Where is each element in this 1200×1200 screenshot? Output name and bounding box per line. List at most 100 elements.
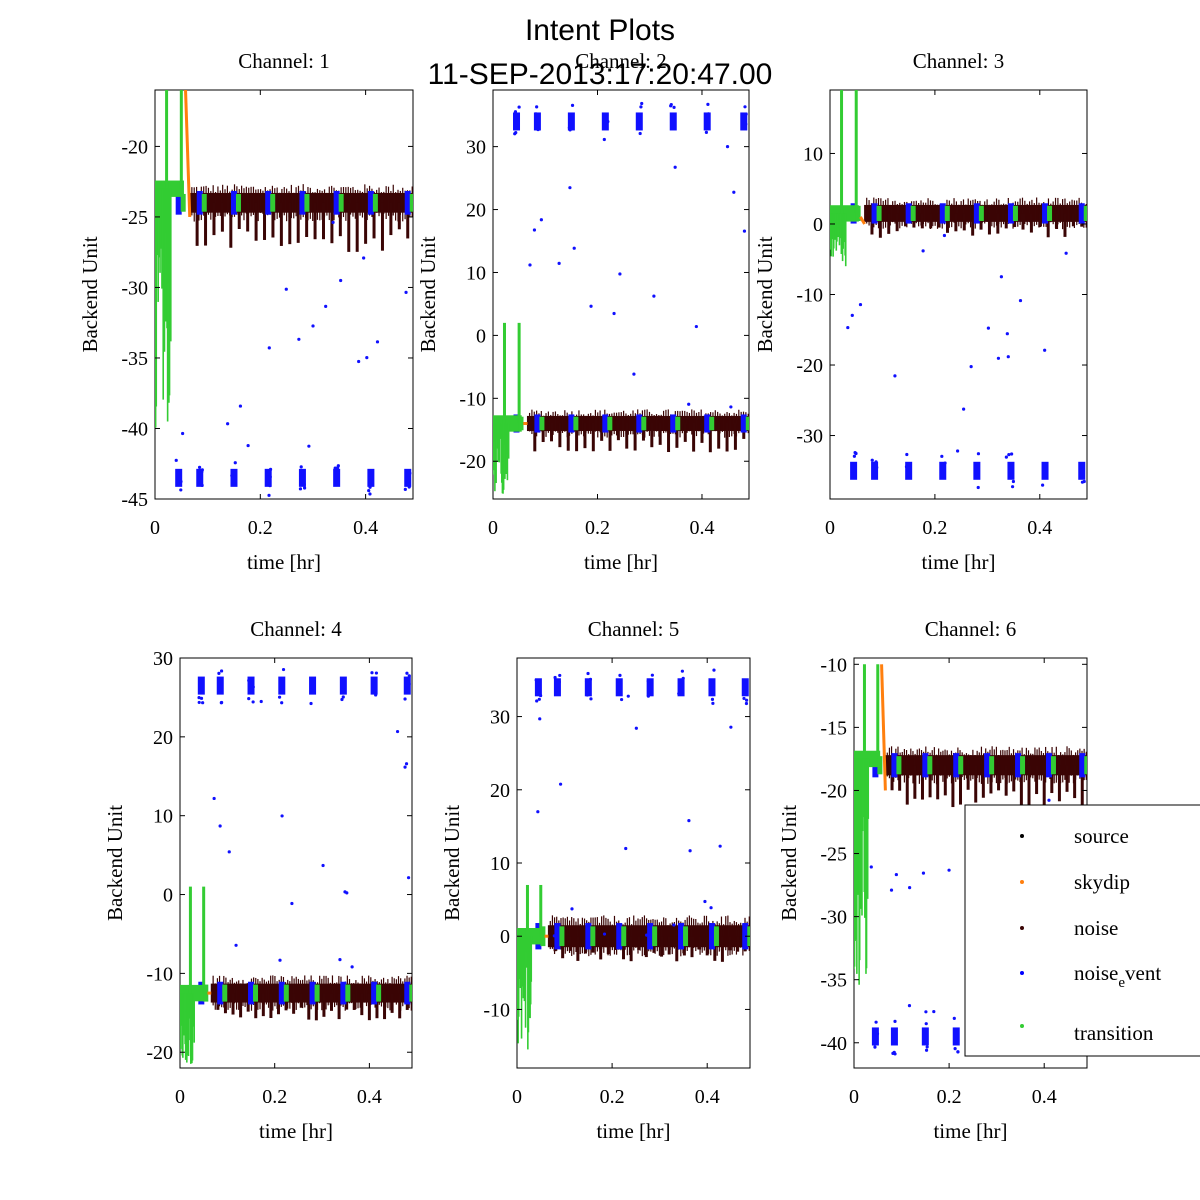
noise-event-outlier xyxy=(557,261,561,265)
noise-event-point xyxy=(874,460,878,464)
noise-event-outlier xyxy=(558,782,563,786)
noise-event-point xyxy=(606,119,610,124)
noise-event-outlier xyxy=(996,356,1001,360)
noise-event-cluster xyxy=(196,468,204,487)
noise-event-point xyxy=(534,678,538,682)
noise-event-outlier xyxy=(338,958,342,962)
channel-5-plot: 0 0.2 0.4 30 20 10 0 -10 Channel: 5 time [hr] Back… xyxy=(440,617,751,1143)
noise-event-cluster xyxy=(533,112,541,131)
noise-event-point xyxy=(368,485,372,489)
channel-6-xtick-label: 0 xyxy=(849,1086,859,1108)
noise-event-point xyxy=(535,116,539,120)
noise-event-cluster xyxy=(952,1027,960,1046)
channel-1-plot: 0 0.2 0.4 -20 -25 -30 -35 -40 -45 Channel: 1 time … xyxy=(78,49,414,574)
channel-3-data xyxy=(830,90,1087,490)
noise-event-point xyxy=(268,475,272,479)
noise-event-point xyxy=(892,1050,896,1054)
noise-event-point xyxy=(975,473,980,477)
transition-marker xyxy=(235,193,241,212)
noise-event-point xyxy=(680,669,684,673)
channel-5-ytick-label: 30 xyxy=(490,707,510,729)
noise-event-cluster xyxy=(646,678,654,697)
channel-4-title: Channel: 4 xyxy=(250,617,342,641)
noise-event-point xyxy=(309,701,313,706)
noise-event-outlier xyxy=(703,899,707,904)
noise-event-outlier xyxy=(1005,332,1009,336)
noise-event-point xyxy=(617,692,621,696)
noise-event-marker xyxy=(616,923,623,950)
channel-1-xlabel: time [hr] xyxy=(247,550,321,574)
noise-event-outlier xyxy=(894,872,898,877)
noise-event-point xyxy=(367,488,371,493)
channel-3-title: Channel: 3 xyxy=(913,49,1005,73)
noise-event-marker xyxy=(1079,753,1086,778)
noise-event-point xyxy=(893,1019,897,1024)
noise-event-cluster xyxy=(677,678,685,697)
channel-2-ytick-label: 10 xyxy=(466,262,486,284)
noise-event-outlier xyxy=(280,814,284,818)
noise-event-outlier xyxy=(956,449,960,453)
channel-5-xlabel: time [hr] xyxy=(596,1119,670,1143)
noise-event-point xyxy=(373,691,378,695)
channel-5-ytick-label: 0 xyxy=(500,926,510,948)
noise-event-marker xyxy=(922,753,929,778)
noise-event-outlier xyxy=(1018,298,1023,303)
noise-event-marker xyxy=(704,414,711,433)
channel-4-xtick-label: 0.4 xyxy=(357,1086,382,1108)
noise-event-point xyxy=(553,675,557,680)
transition-marker xyxy=(590,926,596,947)
noise-event-point xyxy=(403,487,407,491)
noise-event-point xyxy=(588,677,593,681)
channel-1-series-transition xyxy=(155,90,413,428)
noise-event-point xyxy=(403,697,407,701)
noise-event-point xyxy=(406,476,411,480)
legend-label-source: source xyxy=(1074,824,1129,848)
channel-4-ytick-label: 10 xyxy=(153,806,173,828)
noise-event-point xyxy=(407,485,411,489)
transition-marker xyxy=(1084,756,1087,775)
channel-2-xlabel: time [hr] xyxy=(584,550,658,574)
legend: source skydip noise noiseevent transitio… xyxy=(964,804,1200,1057)
noise-event-point xyxy=(584,679,589,683)
noise-event-outlier xyxy=(227,850,231,854)
noise-event-point xyxy=(874,1020,878,1024)
noise-event-marker xyxy=(1042,203,1049,224)
channel-6-series-skydip xyxy=(880,664,887,791)
noise-event-outlier xyxy=(924,1010,928,1014)
noise-event-point xyxy=(233,472,237,476)
transition-marker xyxy=(253,984,259,1002)
legend-marker-skydip xyxy=(1020,880,1024,884)
channel-3-xtick-label: 0 xyxy=(825,517,835,539)
noise-event-marker xyxy=(740,414,747,433)
channel-3-xtick-label: 0.2 xyxy=(922,517,947,539)
noise-event-marker xyxy=(871,203,878,224)
transition-marker xyxy=(927,756,933,775)
noise-event-point xyxy=(534,112,538,116)
legend-label-noise-event-main: noise xyxy=(1074,961,1118,985)
noise-event-point xyxy=(336,464,340,468)
noise-event-point xyxy=(704,125,708,129)
noise-event-outlier xyxy=(942,233,947,238)
channel-1-series-skydip xyxy=(184,90,192,217)
noise-event-point xyxy=(277,695,282,699)
noise-event-point xyxy=(618,673,622,678)
transition-marker xyxy=(910,205,916,222)
noise-event-cluster xyxy=(740,112,748,131)
noise-event-marker xyxy=(905,203,912,224)
channel-4-ytick-label: 0 xyxy=(163,885,173,907)
noise-event-outlier xyxy=(907,1004,912,1008)
noise-event-outlier xyxy=(284,287,288,291)
noise-event-point xyxy=(710,697,715,701)
noise-event-outlier xyxy=(652,294,656,298)
noise-event-point xyxy=(251,700,255,704)
transition-marker xyxy=(1050,756,1056,775)
noise-event-point xyxy=(638,131,642,136)
noise-event-marker xyxy=(1007,203,1014,224)
channel-4-ytick-label: -20 xyxy=(146,1042,173,1064)
channel-6-ytick-label: -20 xyxy=(820,780,847,802)
noise-event-outlier xyxy=(212,796,216,801)
noise-event-outlier xyxy=(552,934,556,938)
noise-event-point xyxy=(677,692,681,696)
legend-label-noise: noise xyxy=(1074,916,1118,940)
